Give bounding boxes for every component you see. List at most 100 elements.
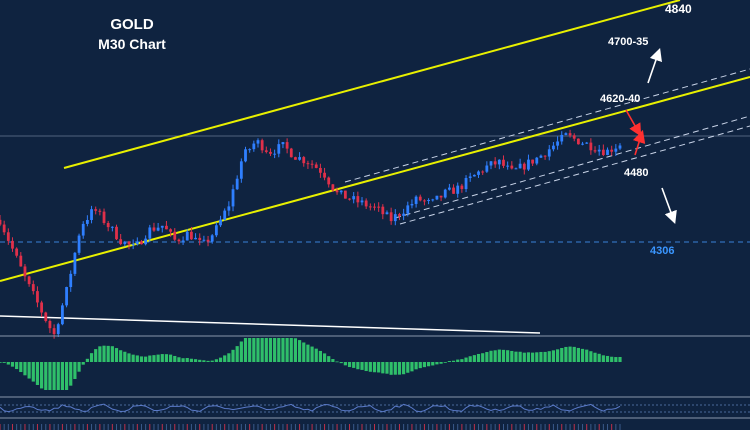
candle-body: [210, 235, 214, 242]
candle-body: [302, 157, 306, 164]
macd-bar: [418, 362, 422, 369]
candle-body: [373, 206, 376, 208]
candle-body: [198, 237, 202, 241]
macd-bar: [543, 351, 547, 362]
candle-body: [389, 212, 393, 222]
macd-bar: [281, 338, 285, 362]
candle-body: [506, 165, 510, 167]
candle-body: [614, 148, 618, 152]
macd-bar: [231, 349, 235, 362]
candle-body: [148, 227, 152, 239]
candle-body: [269, 151, 272, 154]
candle-body: [427, 200, 430, 202]
candle-body: [564, 133, 568, 135]
macd-bar: [580, 348, 585, 362]
candle-body: [256, 140, 260, 144]
macd-bar: [506, 350, 510, 362]
macd-bar: [177, 357, 181, 362]
macd-bar: [252, 338, 256, 362]
macd-bar: [139, 356, 144, 362]
macd-bar: [85, 358, 89, 362]
stoch-line: [0, 403, 621, 413]
macd-bar: [264, 338, 268, 362]
candle-body: [69, 273, 73, 288]
long-trend-line: [0, 315, 541, 334]
candle-body: [477, 171, 480, 175]
macd-bar: [35, 362, 40, 385]
macd-bar: [531, 352, 535, 362]
candle-body: [235, 178, 239, 190]
macd-bar: [152, 355, 156, 362]
candle-body: [144, 238, 148, 245]
candle-body: [314, 164, 318, 168]
candle-body: [306, 163, 310, 165]
macd-bar: [44, 362, 48, 390]
macd-bar: [310, 346, 314, 362]
candle-body: [123, 241, 127, 245]
candle-body: [115, 226, 118, 240]
macd-bar: [460, 359, 464, 362]
macd-bar: [27, 362, 31, 379]
candle-body: [539, 155, 543, 158]
macd-bar: [156, 354, 160, 362]
candle-body: [190, 231, 193, 240]
candle-body: [156, 227, 160, 231]
candle-body: [352, 196, 356, 200]
macd-bar: [114, 348, 119, 362]
macd-bar: [339, 362, 343, 364]
macd-bar: [94, 349, 98, 362]
candle-body: [552, 145, 555, 150]
macd-bar: [489, 350, 493, 362]
macd-bar: [206, 360, 210, 362]
stoch-path: [0, 403, 621, 413]
arrow-down-white: [661, 187, 677, 225]
candle-body: [19, 255, 23, 267]
candle-body: [485, 165, 489, 172]
macd-bar: [185, 357, 189, 362]
macd-bar: [368, 362, 372, 372]
macd-bar: [318, 350, 323, 362]
candle-body: [456, 185, 460, 194]
candle-body: [377, 206, 381, 208]
macd-bar: [210, 360, 214, 362]
candle-body: [585, 142, 589, 144]
label-4700-35: 4700-35: [608, 36, 648, 48]
macd-bar: [397, 362, 402, 375]
candle-body: [173, 231, 177, 240]
macd-bar: [535, 352, 539, 362]
candle-body: [568, 133, 572, 136]
candle-body: [119, 239, 123, 245]
macd-bar: [160, 354, 164, 362]
volume-ticks: [0, 424, 621, 430]
candle-body: [464, 178, 468, 190]
macd-bar: [485, 352, 489, 362]
candle-body: [510, 165, 514, 169]
macd-bar: [248, 338, 252, 362]
macd-bar: [593, 352, 597, 362]
candle-body: [15, 248, 19, 256]
macd-bar: [268, 338, 273, 362]
candle-body: [6, 232, 10, 241]
macd-bar: [277, 338, 281, 362]
candle-body: [381, 206, 385, 215]
candle-body: [443, 189, 447, 198]
macd-bar: [64, 362, 69, 390]
candle-body: [418, 196, 422, 201]
macd-bar: [322, 353, 327, 362]
candle-body: [572, 135, 576, 139]
macd-bar: [52, 362, 56, 390]
candle-body: [348, 198, 351, 200]
macd-bar: [243, 338, 248, 362]
macd-bar: [605, 355, 610, 362]
macd-bar: [439, 362, 443, 364]
macd-bar: [539, 351, 543, 362]
macd-bar: [73, 362, 77, 379]
candle-body: [310, 163, 314, 165]
macd-bar: [614, 357, 618, 362]
candle-body: [343, 190, 347, 199]
macd-bar: [601, 355, 605, 362]
candle-body: [618, 145, 622, 149]
macd-bar: [56, 362, 60, 390]
macd-histogram: [0, 338, 622, 390]
